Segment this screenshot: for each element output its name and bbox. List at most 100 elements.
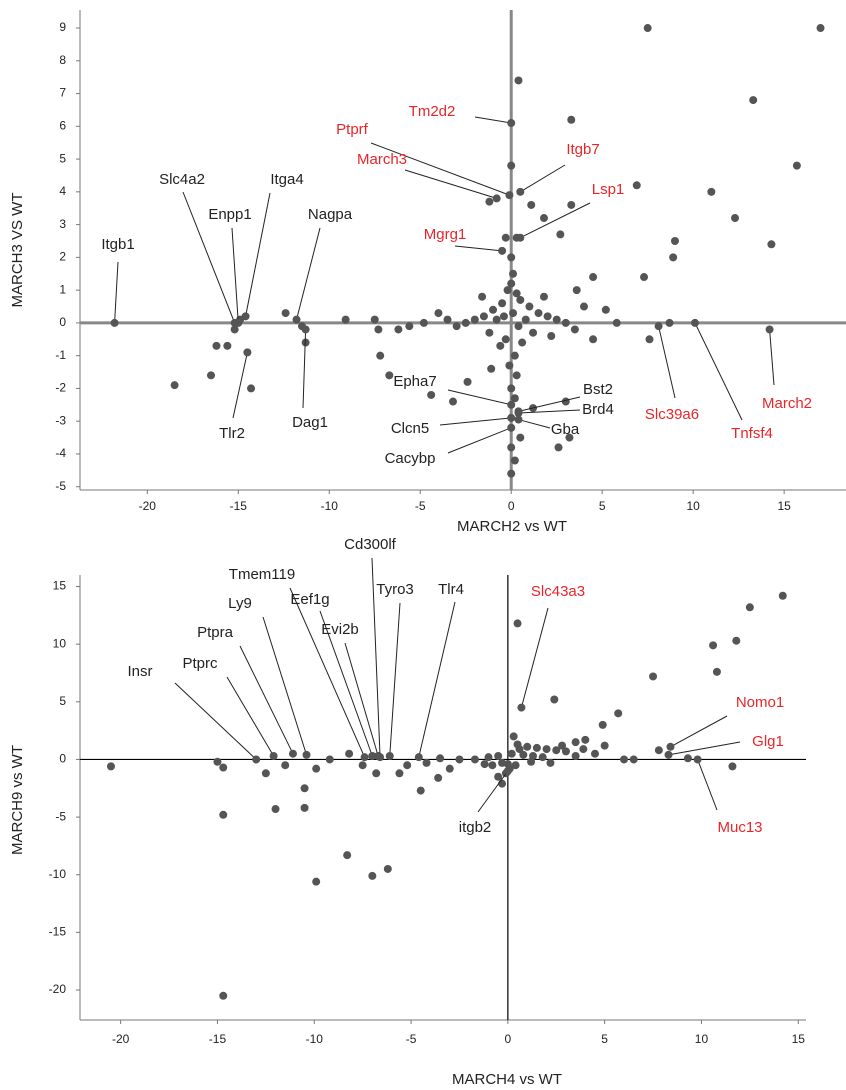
x-tick-label: 15 <box>792 1032 806 1046</box>
x-tick-label: -5 <box>415 499 426 513</box>
point <box>374 325 383 334</box>
leader-line <box>447 427 512 454</box>
x-tick-label: -15 <box>209 1032 227 1046</box>
leader-line <box>477 770 509 813</box>
point <box>612 318 621 327</box>
annotated-point <box>302 750 311 759</box>
point <box>515 745 524 754</box>
point <box>572 286 581 295</box>
point <box>643 24 652 33</box>
annotation-label: Lsp1 <box>592 181 625 198</box>
point <box>445 764 454 773</box>
point <box>416 786 425 795</box>
point <box>792 161 801 170</box>
point <box>106 762 115 771</box>
point <box>683 754 692 763</box>
point <box>448 397 457 406</box>
point <box>816 24 825 33</box>
point <box>514 322 523 331</box>
point <box>707 187 716 196</box>
point <box>598 720 607 729</box>
leader-line <box>670 715 728 748</box>
point <box>728 762 737 771</box>
point <box>499 312 508 321</box>
point <box>219 991 228 1000</box>
point <box>507 749 516 758</box>
x-tick-label: 0 <box>505 1032 512 1046</box>
annotated-point <box>514 409 523 418</box>
annotated-point <box>376 753 385 762</box>
point <box>521 315 530 324</box>
leader-line <box>232 352 248 419</box>
annotated-point <box>505 191 514 200</box>
leader-line <box>344 642 379 757</box>
annotation-label: March2 <box>762 395 812 412</box>
point <box>601 305 610 314</box>
point <box>219 763 228 772</box>
point <box>654 746 663 755</box>
annotation-label: Slc4a2 <box>159 171 205 188</box>
leader-line <box>518 396 581 412</box>
point <box>452 322 461 331</box>
annotated-point <box>666 742 675 751</box>
annotation-label: March3 <box>357 151 407 168</box>
point <box>358 761 367 770</box>
x-tick-label: 15 <box>777 499 791 513</box>
point <box>213 757 222 766</box>
point <box>543 312 552 321</box>
annotated-point <box>498 246 507 255</box>
point <box>463 377 472 386</box>
leader-line <box>668 741 741 756</box>
annotated-point <box>517 703 526 712</box>
y-tick-label: 2 <box>59 250 66 264</box>
point <box>498 779 507 788</box>
point <box>632 181 641 190</box>
point <box>547 332 556 341</box>
point <box>312 877 321 886</box>
annotated-point <box>243 348 252 357</box>
point <box>271 805 280 814</box>
point <box>507 443 516 452</box>
point <box>567 200 576 209</box>
point <box>219 810 228 819</box>
point <box>507 384 516 393</box>
leader-line <box>174 682 257 760</box>
point <box>422 758 431 767</box>
point <box>325 755 334 764</box>
point <box>507 469 516 478</box>
point <box>494 751 503 760</box>
y-tick-label: -20 <box>49 982 67 996</box>
annotation-label: Tyro3 <box>376 581 414 598</box>
point <box>394 325 403 334</box>
point <box>590 749 599 758</box>
point <box>479 312 488 321</box>
x-tick-label: -10 <box>321 499 339 513</box>
x-tick-label: -15 <box>230 499 248 513</box>
point <box>538 753 547 762</box>
point <box>478 292 487 301</box>
leader-line <box>447 389 512 406</box>
point <box>519 750 528 759</box>
point <box>281 309 290 318</box>
annotation-label: Itgb1 <box>101 236 134 253</box>
y-tick-label: 5 <box>59 694 66 708</box>
annotated-point <box>385 751 394 760</box>
annotated-point <box>514 415 523 424</box>
leader-line <box>518 419 551 429</box>
annotation-label: Itga4 <box>270 171 303 188</box>
y-tick-label: -5 <box>55 479 66 493</box>
y-axis-label: MARCH3 VS WT <box>9 192 26 307</box>
annotation-label: Tlr4 <box>438 581 464 598</box>
annotated-point <box>516 187 525 196</box>
annotation-label: Dag1 <box>292 414 328 431</box>
x-tick-label: -20 <box>139 499 157 513</box>
point <box>230 325 239 334</box>
point <box>341 315 350 324</box>
point <box>507 279 516 288</box>
point <box>419 318 428 327</box>
leader-line <box>404 169 497 199</box>
annotation-label: Nomo1 <box>736 694 784 711</box>
point <box>443 315 452 324</box>
y-tick-label: -15 <box>49 925 67 939</box>
